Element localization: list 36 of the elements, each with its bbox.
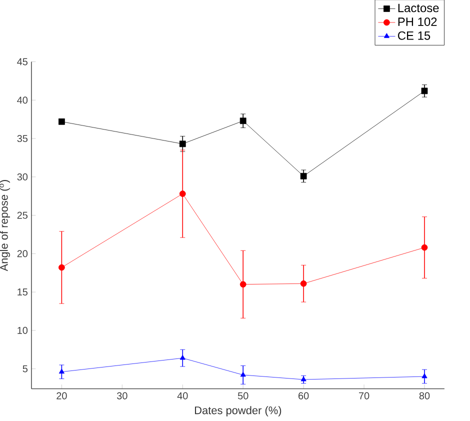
point [422,373,428,378]
y-tick-label: 15 [18,288,28,296]
y-tick-label: 35 [17,134,28,142]
x-axis-title: Dates powder (%) [195,406,282,416]
point [58,368,64,374]
x-tick-label: 50 [238,392,248,400]
x-tick-label: 20 [56,392,67,400]
y-tick-label: 5 [22,365,28,372]
point [300,376,306,382]
y-tick-label: 45 [17,58,28,66]
point [180,354,186,360]
y-tick-label: 10 [18,326,28,334]
y-tick-label: 30 [17,173,28,180]
legend-label: Lactose [398,4,439,12]
x-tick-label: 80 [419,392,430,400]
legend-label: CE 15 [398,31,430,40]
y-tick-label: 25 [17,212,28,219]
point [240,118,246,124]
point [300,172,307,180]
x-tick-label: 60 [298,392,309,400]
point [179,140,186,148]
point [179,190,186,197]
point [240,281,246,288]
x-tick-label: 70 [359,392,370,400]
legend-label: PH 102 [398,18,437,26]
point [421,88,428,94]
y-axis-title: Angle of repose ($^{o}$) [0,180,10,272]
point [421,244,428,251]
x-tick-label: 40 [177,392,188,400]
x-tick-label: 30 [116,392,128,400]
point [300,280,307,287]
y-tick-label: 20 [17,250,28,258]
point [58,118,65,125]
point [58,264,65,271]
y-tick-label: 40 [17,96,28,104]
point [240,372,246,377]
